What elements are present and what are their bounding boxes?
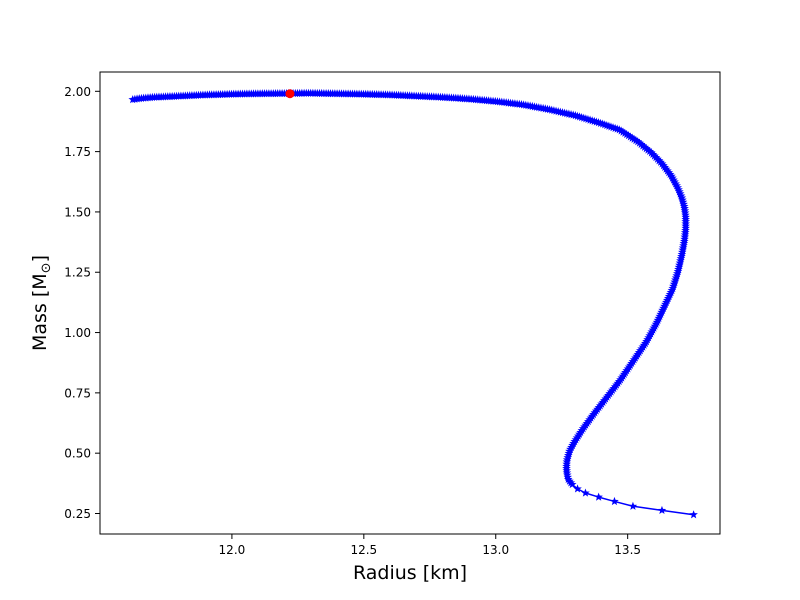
max-mass-point [285,89,295,99]
y-tick-label: 1.00 [64,326,91,340]
data-point [616,126,626,135]
y-tick-label: 1.50 [64,205,91,219]
x-tick-label: 12.5 [350,543,377,557]
plot-frame [99,71,721,535]
x-tick-label: 13.5 [614,543,641,557]
y-axis-label-close: ] [29,255,51,262]
x-tick-label: 12.0 [219,543,246,557]
y-tick-label: 1.25 [64,266,91,280]
x-axis: 12.0 12.5 13.0 13.5 [219,534,641,557]
series-markers [128,88,698,519]
data-point [628,501,638,510]
x-axis-label: Radius [km] [353,562,467,584]
y-axis-label-main: Mass [M [29,273,51,351]
data-point [689,510,698,519]
y-axis-label-sub: ⊙ [39,262,54,273]
plot-content [128,88,698,519]
y-tick-label: 0.25 [64,507,91,521]
y-axis-label: Mass [M⊙] [29,255,54,351]
y-tick-label: 0.75 [64,386,91,400]
data-point [573,484,582,493]
data-point [128,95,137,104]
data-point [610,496,619,506]
y-axis: 0.25 0.50 0.75 1.00 1.25 1.50 1.75 2.00 [64,85,100,521]
y-tick-label: 0.50 [64,447,91,461]
data-point [581,488,590,497]
y-tick-label: 2.00 [64,85,91,99]
data-point [657,505,667,514]
y-tick-label: 1.75 [64,145,91,159]
x-tick-label: 13.0 [482,543,509,557]
data-point [594,492,603,501]
